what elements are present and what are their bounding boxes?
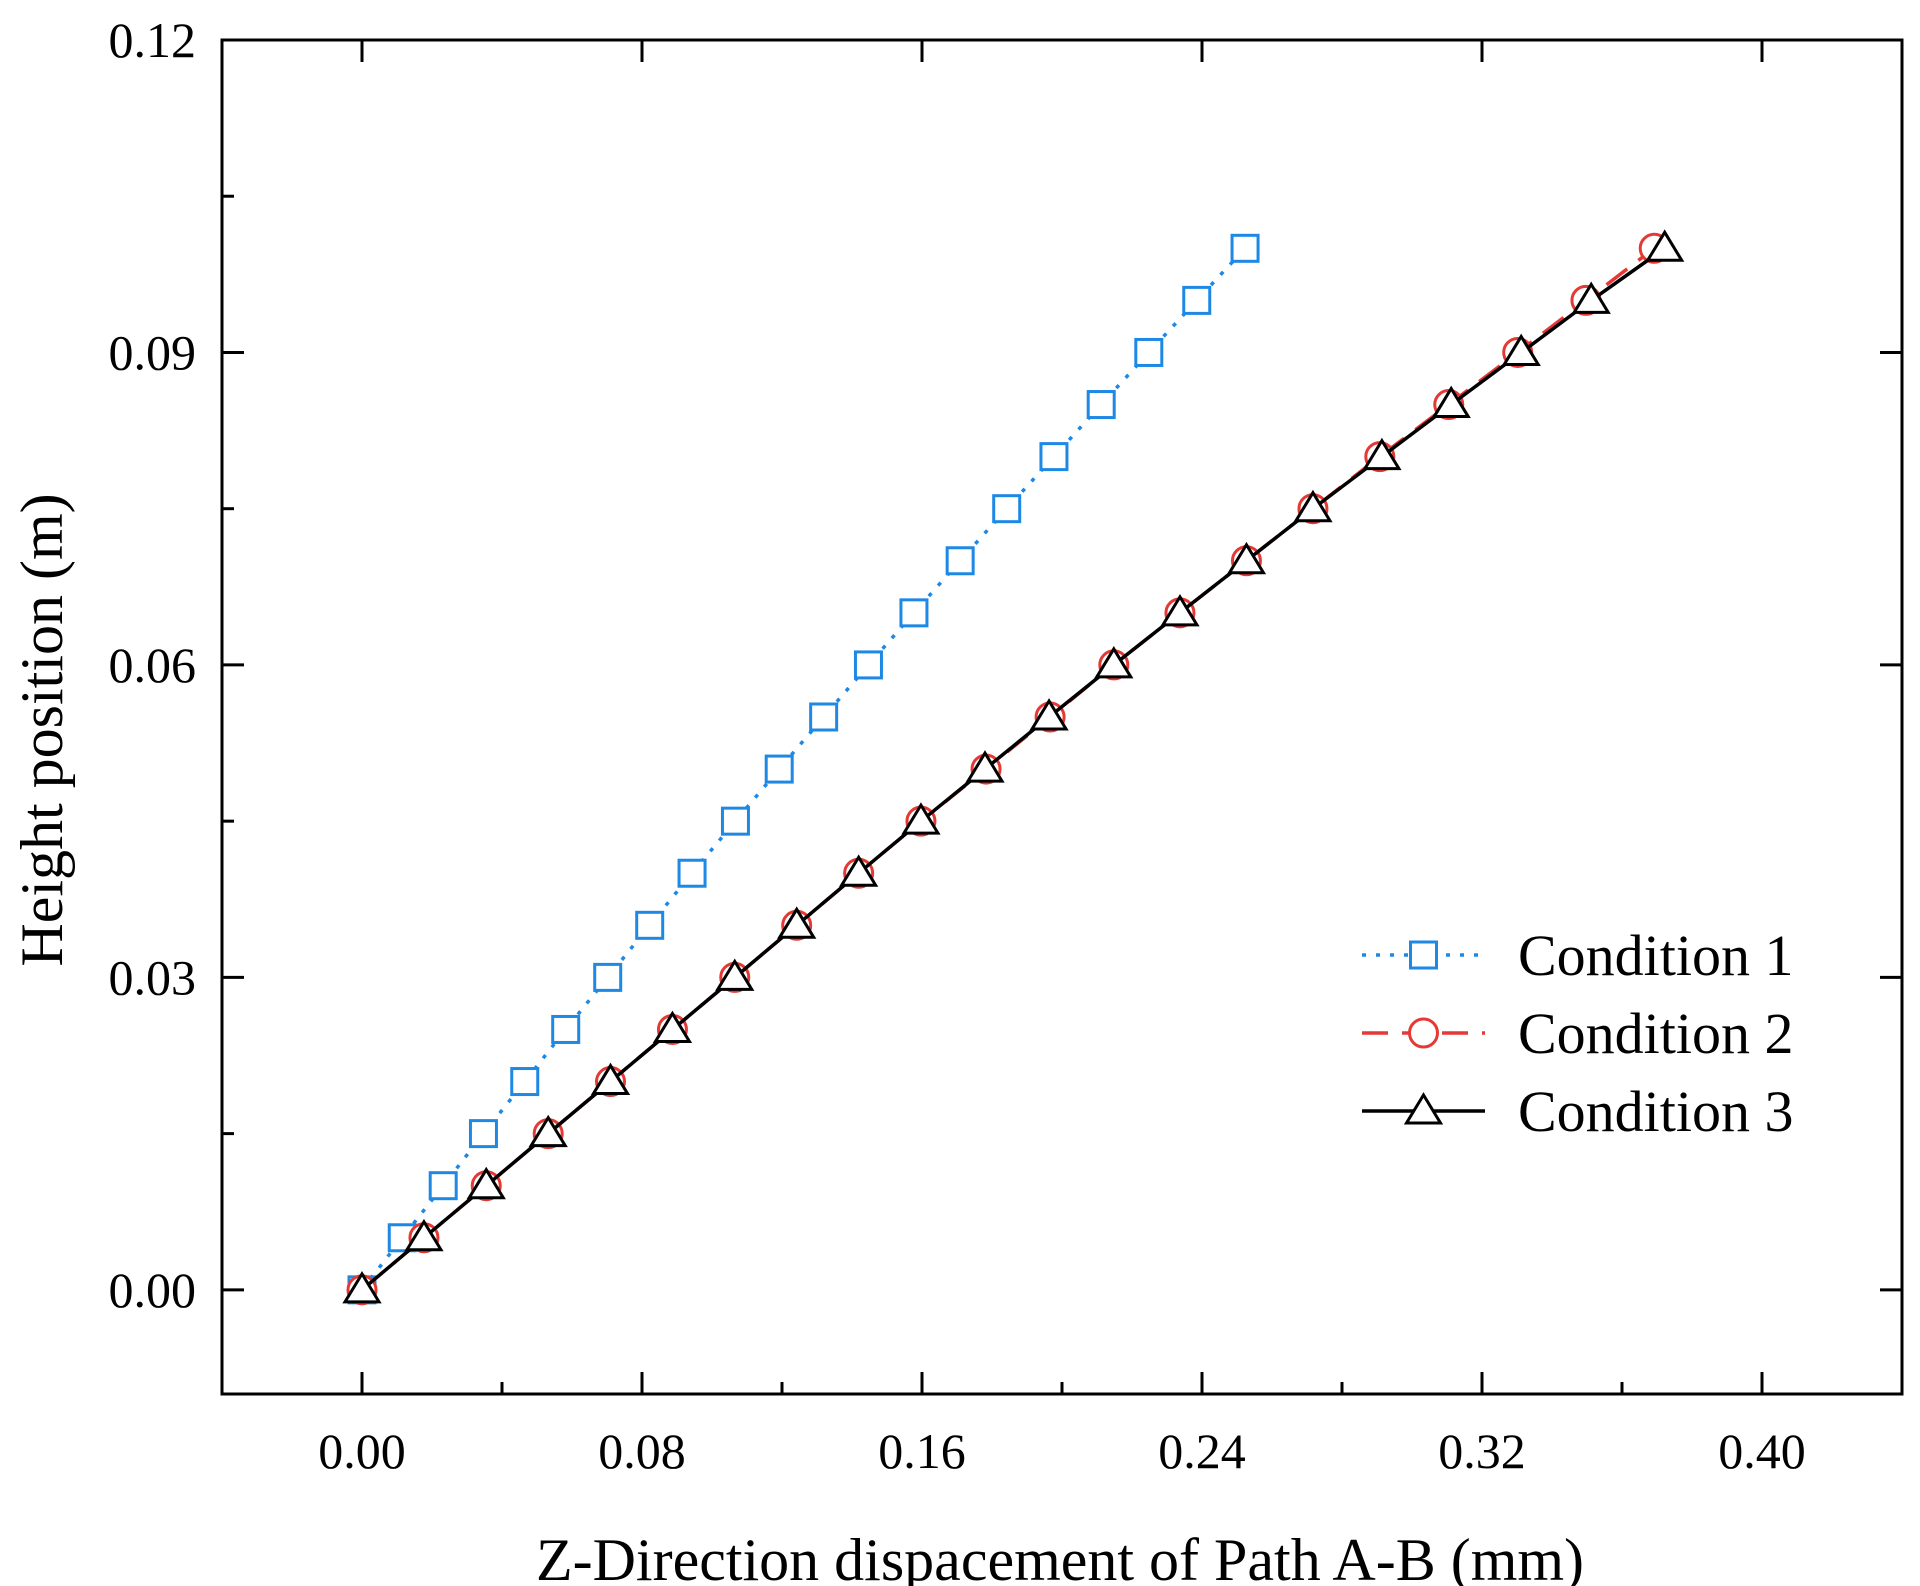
data-point bbox=[635, 910, 665, 940]
legend: Condition 1 Condition 2 Condition 3 bbox=[1362, 923, 1794, 1144]
data-point bbox=[1134, 337, 1164, 367]
x-tick-label: 0.16 bbox=[878, 1423, 966, 1479]
data-point bbox=[1039, 442, 1069, 472]
legend-label: Condition 1 bbox=[1518, 923, 1794, 988]
data-point bbox=[1230, 233, 1260, 263]
y-tick-label: 0.12 bbox=[109, 12, 197, 68]
data-point bbox=[715, 958, 755, 991]
data-point bbox=[1160, 593, 1200, 627]
data-point bbox=[1645, 229, 1685, 262]
legend-item: Condition 1 bbox=[1362, 923, 1794, 988]
data-point bbox=[764, 754, 794, 784]
data-point bbox=[590, 1062, 631, 1096]
data-point bbox=[965, 750, 1005, 783]
data-point bbox=[510, 1067, 540, 1097]
x-tick-label: 0.24 bbox=[1158, 1423, 1246, 1479]
data-point bbox=[468, 1119, 498, 1149]
data-point bbox=[1086, 390, 1116, 420]
data-point bbox=[652, 1010, 693, 1043]
plot-area bbox=[342, 229, 1685, 1306]
x-tick-label: 0.32 bbox=[1438, 1423, 1526, 1479]
data-point bbox=[551, 1014, 581, 1044]
legend-swatch-marker bbox=[1408, 1017, 1439, 1049]
data-point bbox=[428, 1171, 458, 1201]
data-point bbox=[593, 962, 623, 992]
data-point bbox=[777, 906, 817, 939]
data-point bbox=[528, 1114, 568, 1148]
legend-item: Condition 3 bbox=[1362, 1079, 1794, 1144]
axes: 0.00 0.08 0.16 0.24 0.32 0.40 0.00 0.03 0.06 0.09… bbox=[109, 12, 1904, 1479]
data-point bbox=[1501, 333, 1541, 366]
data-point bbox=[945, 546, 975, 576]
data-point bbox=[1029, 698, 1069, 731]
y-tick-label: 0.00 bbox=[109, 1262, 197, 1318]
data-point bbox=[466, 1166, 506, 1200]
legend-item: Condition 2 bbox=[1362, 1001, 1794, 1066]
data-point bbox=[1293, 489, 1333, 523]
x-axis-title: Z-Direction dispacement of Path A-B (mm) bbox=[536, 1527, 1584, 1586]
data-point bbox=[342, 1270, 382, 1304]
legend-label: Condition 3 bbox=[1518, 1079, 1794, 1144]
data-point bbox=[992, 494, 1022, 524]
data-point bbox=[901, 802, 941, 835]
data-point bbox=[838, 854, 879, 887]
data-point bbox=[809, 702, 839, 732]
legend-swatch-marker bbox=[1409, 940, 1438, 970]
x-tick-label: 0.08 bbox=[598, 1423, 686, 1479]
data-point bbox=[1362, 437, 1402, 471]
data-point bbox=[677, 858, 707, 888]
series-3 bbox=[342, 229, 1685, 1304]
x-tick-label: 0.40 bbox=[1718, 1423, 1806, 1479]
data-point bbox=[899, 598, 929, 628]
x-tick-label: 0.00 bbox=[318, 1423, 406, 1479]
data-point bbox=[404, 1218, 444, 1252]
legend-swatch-marker bbox=[1403, 1092, 1444, 1125]
legend-label: Condition 2 bbox=[1518, 1001, 1794, 1066]
data-point bbox=[1094, 646, 1134, 679]
y-tick-label: 0.06 bbox=[109, 637, 197, 693]
series-1 bbox=[347, 233, 1260, 1305]
data-point bbox=[1182, 285, 1212, 315]
data-point bbox=[1571, 281, 1611, 314]
y-tick-label: 0.09 bbox=[109, 324, 197, 380]
data-point bbox=[720, 806, 750, 836]
y-tick-label: 0.03 bbox=[109, 949, 197, 1005]
y-axis-title: Height position (m) bbox=[9, 493, 75, 966]
data-point bbox=[1226, 541, 1267, 575]
data-point bbox=[853, 650, 883, 680]
data-point bbox=[1431, 385, 1471, 419]
